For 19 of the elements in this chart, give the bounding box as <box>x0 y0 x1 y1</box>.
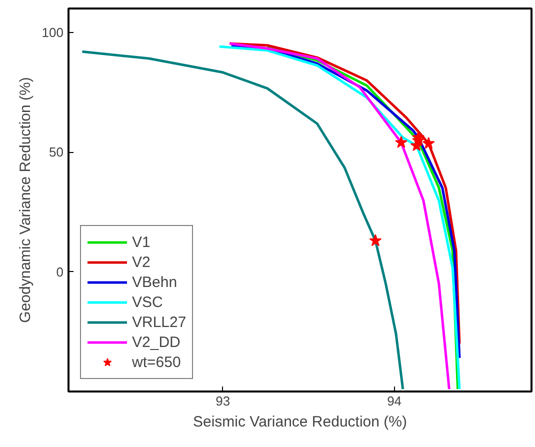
legend-label: V2 <box>132 254 152 270</box>
x-tick-label: 93 <box>216 394 230 408</box>
y-tick-label: 100 <box>42 24 64 40</box>
y-axis-title: Geodynamic Variance Reduction (%) <box>16 77 34 323</box>
y-tick-label: 50 <box>49 144 64 160</box>
legend-label: VBehn <box>132 274 178 290</box>
legend-label: wt=650 <box>132 354 181 370</box>
legend-label: VRLL27 <box>132 314 186 330</box>
line-series <box>80 50 404 390</box>
legend-label: VSC <box>132 294 163 310</box>
legend-label: V2_DD <box>132 334 180 350</box>
x-tick-label: 94 <box>387 394 402 408</box>
x-axis-title: Seismic Variance Reduction (%) <box>193 414 407 430</box>
point <box>412 131 425 143</box>
y-tick-label: 0 <box>56 264 64 280</box>
point <box>369 234 382 246</box>
legend-label: V1 <box>132 234 152 250</box>
point <box>422 137 435 149</box>
point <box>394 136 408 148</box>
